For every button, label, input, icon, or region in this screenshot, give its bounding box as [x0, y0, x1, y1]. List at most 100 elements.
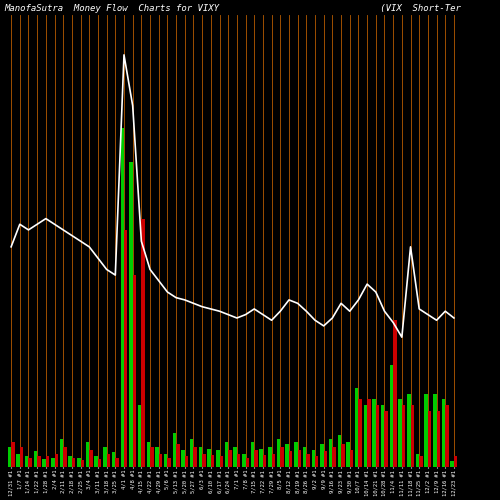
Bar [172, 433, 176, 467]
Bar [11, 442, 15, 467]
Bar [94, 456, 98, 467]
Bar [176, 444, 180, 467]
Bar [280, 446, 284, 467]
Bar [289, 451, 292, 467]
Bar [446, 405, 448, 467]
Bar [372, 400, 376, 467]
Bar [63, 446, 66, 467]
Bar [129, 162, 132, 467]
Bar [37, 456, 40, 467]
Bar [398, 400, 402, 467]
Bar [25, 456, 28, 467]
Bar [208, 449, 211, 467]
Bar [28, 458, 32, 467]
Bar [72, 458, 76, 467]
Bar [268, 446, 272, 467]
Bar [390, 366, 393, 467]
Bar [358, 400, 362, 467]
Bar [402, 405, 406, 467]
Bar [132, 275, 136, 467]
Bar [98, 459, 102, 467]
Bar [315, 456, 318, 467]
Bar [433, 394, 436, 467]
Bar [42, 459, 46, 467]
Bar [216, 450, 220, 467]
Bar [146, 442, 150, 467]
Bar [346, 442, 350, 467]
Bar [306, 454, 310, 467]
Bar [124, 230, 128, 467]
Bar [407, 394, 410, 467]
Bar [424, 394, 428, 467]
Bar [246, 458, 249, 467]
Bar [68, 456, 72, 467]
Bar [277, 439, 280, 467]
Bar [364, 405, 367, 467]
Bar [332, 446, 336, 467]
Bar [20, 446, 24, 467]
Bar [194, 446, 197, 467]
Bar [298, 450, 301, 467]
Bar [224, 442, 228, 467]
Bar [341, 444, 344, 467]
Bar [272, 454, 275, 467]
Bar [150, 446, 154, 467]
Bar [393, 320, 396, 467]
Bar [138, 405, 141, 467]
Bar [211, 454, 214, 467]
Bar [234, 446, 237, 467]
Bar [428, 410, 432, 467]
Bar [80, 460, 84, 467]
Bar [355, 388, 358, 467]
Bar [294, 442, 298, 467]
Bar [338, 436, 341, 467]
Bar [381, 405, 384, 467]
Bar [376, 405, 380, 467]
Bar [164, 454, 168, 467]
Bar [46, 456, 50, 467]
Bar [450, 462, 454, 467]
Bar [202, 454, 205, 467]
Bar [106, 454, 110, 467]
Bar [442, 400, 446, 467]
Bar [198, 446, 202, 467]
Bar [220, 456, 223, 467]
Bar [436, 410, 440, 467]
Bar [263, 454, 266, 467]
Bar [367, 400, 370, 467]
Bar [228, 450, 232, 467]
Bar [77, 458, 80, 467]
Bar [303, 446, 306, 467]
Bar [237, 454, 240, 467]
Bar [312, 450, 315, 467]
Bar [103, 446, 106, 467]
Bar [260, 449, 263, 467]
Bar [185, 456, 188, 467]
Bar [254, 450, 258, 467]
Bar [60, 439, 63, 467]
Text: ManofaSutra  Money Flow  Charts for VIXY                              (VIX  Shor: ManofaSutra Money Flow Charts for VIXY (… [4, 4, 500, 13]
Bar [156, 446, 158, 467]
Bar [34, 451, 37, 467]
Bar [8, 446, 11, 467]
Bar [182, 450, 185, 467]
Bar [142, 218, 145, 467]
Bar [350, 450, 353, 467]
Bar [419, 456, 422, 467]
Bar [116, 458, 119, 467]
Bar [54, 454, 58, 467]
Bar [190, 439, 194, 467]
Bar [329, 439, 332, 467]
Bar [324, 451, 327, 467]
Bar [286, 444, 289, 467]
Bar [112, 452, 116, 467]
Bar [90, 450, 92, 467]
Bar [16, 454, 20, 467]
Bar [158, 454, 162, 467]
Bar [454, 456, 458, 467]
Bar [168, 458, 171, 467]
Bar [320, 444, 324, 467]
Bar [384, 410, 388, 467]
Bar [251, 442, 254, 467]
Bar [410, 405, 414, 467]
